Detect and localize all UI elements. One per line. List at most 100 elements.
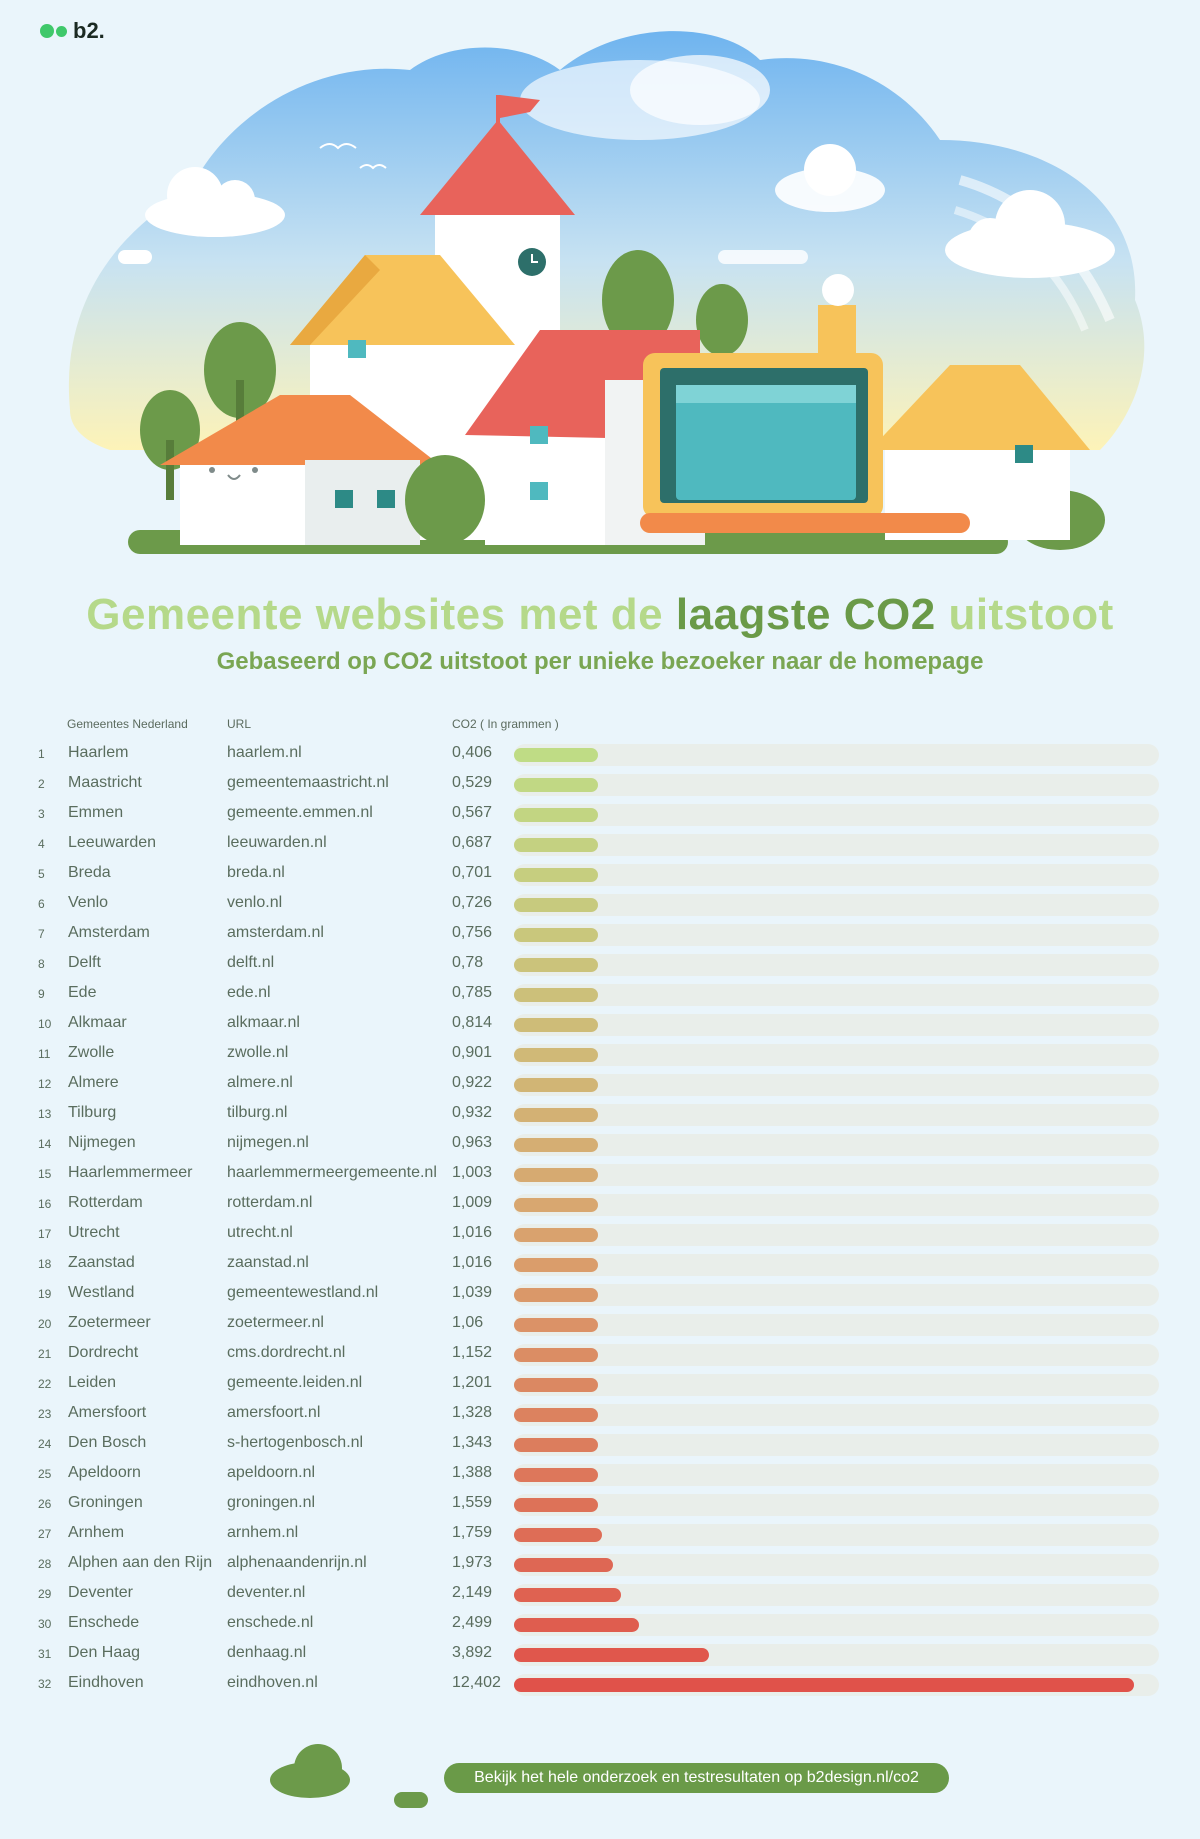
co2-bar bbox=[514, 988, 598, 1002]
municipality-label: Eindhoven bbox=[68, 1674, 144, 1691]
url-label: zaanstad.nl bbox=[227, 1254, 309, 1271]
municipality-label: Dordrecht bbox=[68, 1344, 139, 1361]
co2-value-label: 0,785 bbox=[452, 984, 493, 1001]
url-label: tilburg.nl bbox=[227, 1104, 288, 1121]
rank-label: 9 bbox=[38, 987, 45, 1001]
municipality-label: Maastricht bbox=[68, 774, 142, 791]
rank-label: 4 bbox=[38, 837, 45, 851]
header-municipality: Gemeentes Nederland bbox=[67, 717, 188, 731]
url-label: arnhem.nl bbox=[227, 1524, 299, 1541]
rank-label: 1 bbox=[38, 747, 45, 761]
url-label: gemeente.leiden.nl bbox=[227, 1374, 363, 1391]
co2-bar bbox=[514, 1498, 598, 1512]
rank-label: 23 bbox=[38, 1407, 52, 1421]
co2-value-label: 0,687 bbox=[452, 834, 493, 851]
url-label: nijmegen.nl bbox=[227, 1134, 309, 1151]
table-row: 26 Groningen groningen.nl 1,559 bbox=[0, 1490, 1200, 1520]
municipality-label: Zwolle bbox=[68, 1044, 115, 1061]
municipality-label: Westland bbox=[68, 1284, 135, 1301]
url-label: amsterdam.nl bbox=[227, 924, 324, 941]
url-label: gemeentemaastricht.nl bbox=[227, 774, 389, 791]
bar-track bbox=[514, 864, 1159, 886]
bar-track bbox=[514, 1224, 1159, 1246]
co2-value-label: 0,922 bbox=[452, 1074, 493, 1091]
table-row: 11 Zwolle zwolle.nl 0,901 bbox=[0, 1040, 1200, 1070]
url-label: almere.nl bbox=[227, 1074, 293, 1091]
municipality-label: Leeuwarden bbox=[68, 834, 157, 851]
url-label: leeuwarden.nl bbox=[227, 834, 327, 851]
footer-bush-icon bbox=[270, 1744, 428, 1808]
bar-track bbox=[514, 1194, 1159, 1216]
rank-label: 12 bbox=[38, 1077, 52, 1091]
bar-track bbox=[514, 894, 1159, 916]
co2-value-label: 1,559 bbox=[452, 1494, 493, 1511]
bar-track bbox=[514, 1584, 1159, 1606]
table-row: 27 Arnhem arnhem.nl 1,759 bbox=[0, 1520, 1200, 1550]
bar-track bbox=[514, 1164, 1159, 1186]
co2-value-label: 2,499 bbox=[452, 1614, 493, 1631]
logo-dot-icon bbox=[56, 25, 67, 37]
municipality-label: Haarlemmermeer bbox=[68, 1164, 193, 1181]
co2-value-label: 1,003 bbox=[452, 1164, 493, 1181]
co2-bar bbox=[514, 1438, 598, 1452]
rank-label: 16 bbox=[38, 1197, 52, 1211]
url-label: delft.nl bbox=[227, 954, 275, 971]
co2-bar bbox=[514, 1348, 598, 1362]
bar-track bbox=[514, 1614, 1159, 1636]
table-row: 29 Deventer deventer.nl 2,149 bbox=[0, 1580, 1200, 1610]
rank-label: 2 bbox=[38, 777, 45, 791]
municipality-label: Groningen bbox=[68, 1494, 143, 1511]
co2-bar bbox=[514, 1468, 598, 1482]
co2-bar bbox=[514, 1198, 598, 1212]
co2-bar bbox=[514, 928, 598, 942]
municipality-label: Leiden bbox=[68, 1374, 117, 1391]
co2-bar bbox=[514, 1588, 622, 1602]
table-row: 6 Venlo venlo.nl 0,726 bbox=[0, 890, 1200, 920]
co2-bar bbox=[514, 1528, 602, 1542]
municipality-label: Emmen bbox=[68, 804, 124, 821]
table-row: 8 Delft delft.nl 0,78 bbox=[0, 950, 1200, 980]
url-label: amersfoort.nl bbox=[227, 1404, 321, 1421]
table-row: 17 Utrecht utrecht.nl 1,016 bbox=[0, 1220, 1200, 1250]
bar-track bbox=[514, 1344, 1159, 1366]
co2-value-label: 0,963 bbox=[452, 1134, 493, 1151]
co2-value-label: 0,726 bbox=[452, 894, 493, 911]
url-label: zwolle.nl bbox=[227, 1044, 289, 1061]
municipality-label: Deventer bbox=[68, 1584, 133, 1601]
bar-track bbox=[514, 1074, 1159, 1096]
table-row: 15 Haarlemmermeer haarlemmermeergemeente.n… bbox=[0, 1160, 1200, 1190]
table-row: 13 Tilburg tilburg.nl 0,932 bbox=[0, 1100, 1200, 1130]
co2-value-label: 0,814 bbox=[452, 1014, 493, 1031]
co2-bar bbox=[514, 1558, 613, 1572]
co2-bar bbox=[514, 1618, 639, 1632]
bar-track bbox=[514, 1044, 1159, 1066]
url-label: denhaag.nl bbox=[227, 1644, 307, 1661]
table-row: 12 Almere almere.nl 0,922 bbox=[0, 1070, 1200, 1100]
co2-value-label: 0,701 bbox=[452, 864, 493, 881]
municipality-label: Almere bbox=[68, 1074, 119, 1091]
url-label: gemeente.emmen.nl bbox=[227, 804, 373, 821]
rank-label: 30 bbox=[38, 1617, 52, 1631]
municipality-label: Rotterdam bbox=[68, 1194, 143, 1211]
url-label: venlo.nl bbox=[227, 894, 283, 911]
municipality-label: Arnhem bbox=[68, 1524, 125, 1541]
title-part-after: uitstoot bbox=[935, 590, 1114, 639]
table-row: 1 Haarlem haarlem.nl 0,406 bbox=[0, 740, 1200, 770]
rank-label: 19 bbox=[38, 1287, 52, 1301]
cta-button[interactable]: Bekijk het hele onderzoek en testresulta… bbox=[444, 1763, 949, 1793]
municipality-label: Alkmaar bbox=[68, 1014, 127, 1031]
co2-value-label: 1,009 bbox=[452, 1194, 493, 1211]
bar-track bbox=[514, 1104, 1159, 1126]
co2-bar bbox=[514, 1258, 598, 1272]
url-label: ede.nl bbox=[227, 984, 271, 1001]
co2-value-label: 1,388 bbox=[452, 1464, 493, 1481]
co2-value-label: 1,973 bbox=[452, 1554, 493, 1571]
hero-illustration bbox=[68, 31, 1145, 554]
page-title: Gemeente websites met de laagste CO2 uit… bbox=[0, 590, 1200, 640]
municipality-label: Amsterdam bbox=[68, 924, 150, 941]
url-label: zoetermeer.nl bbox=[227, 1314, 324, 1331]
bar-track bbox=[514, 1314, 1159, 1336]
header-co2: CO2 ( In grammen ) bbox=[452, 717, 559, 731]
municipality-label: Ede bbox=[68, 984, 97, 1001]
table-row: 21 Dordrecht cms.dordrecht.nl 1,152 bbox=[0, 1340, 1200, 1370]
